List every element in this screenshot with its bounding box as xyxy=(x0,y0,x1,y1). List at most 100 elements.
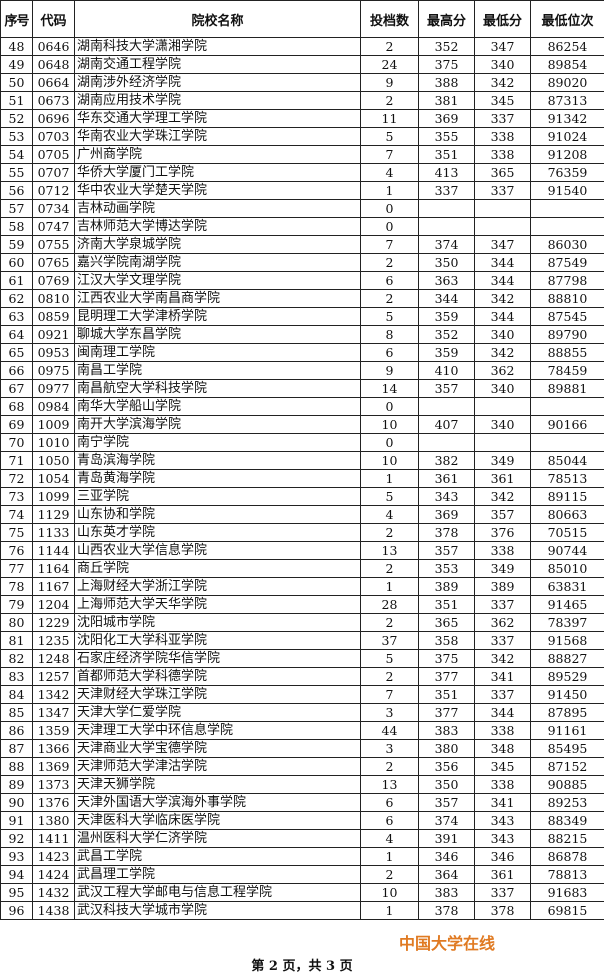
cell-school-name: 青岛滨海学院 xyxy=(75,452,361,470)
cell-max-score: 374 xyxy=(419,236,475,254)
cell-school-name: 湖南涉外经济学院 xyxy=(75,74,361,92)
cell-min-score xyxy=(475,434,531,452)
cell-school-name: 广州商学院 xyxy=(75,146,361,164)
cell-seq: 86 xyxy=(1,722,33,740)
cell-admitted-count: 6 xyxy=(361,344,419,362)
cell-min-score: 340 xyxy=(475,56,531,74)
cell-seq: 79 xyxy=(1,596,33,614)
cell-admitted-count: 0 xyxy=(361,200,419,218)
cell-school-name: 昆明理工大学津桥学院 xyxy=(75,308,361,326)
cell-school-name: 江西农业大学南昌商学院 xyxy=(75,290,361,308)
cell-seq: 95 xyxy=(1,884,33,902)
cell-admitted-count: 2 xyxy=(361,668,419,686)
cell-max-score: 369 xyxy=(419,110,475,128)
cell-seq: 51 xyxy=(1,92,33,110)
cell-seq: 84 xyxy=(1,686,33,704)
cell-code: 0646 xyxy=(33,38,75,56)
cell-code: 0734 xyxy=(33,200,75,218)
cell-max-score: 352 xyxy=(419,326,475,344)
cell-code: 1229 xyxy=(33,614,75,632)
cell-seq: 90 xyxy=(1,794,33,812)
cell-code: 1359 xyxy=(33,722,75,740)
cell-max-score: 350 xyxy=(419,776,475,794)
cell-code: 1009 xyxy=(33,416,75,434)
cell-min-score: 349 xyxy=(475,560,531,578)
cell-min-score xyxy=(475,200,531,218)
cell-min-score: 343 xyxy=(475,830,531,848)
cell-code: 1369 xyxy=(33,758,75,776)
cell-min-rank: 88827 xyxy=(531,650,604,668)
cell-seq: 71 xyxy=(1,452,33,470)
cell-min-score: 344 xyxy=(475,308,531,326)
cell-seq: 58 xyxy=(1,218,33,236)
header-admitted-count: 投档数 xyxy=(361,1,419,38)
cell-admitted-count: 8 xyxy=(361,326,419,344)
cell-min-rank: 70515 xyxy=(531,524,604,542)
cell-school-name: 南开大学滨海学院 xyxy=(75,416,361,434)
cell-admitted-count: 1 xyxy=(361,470,419,488)
cell-min-score: 347 xyxy=(475,236,531,254)
cell-seq: 80 xyxy=(1,614,33,632)
cell-admitted-count: 13 xyxy=(361,776,419,794)
cell-admitted-count: 1 xyxy=(361,182,419,200)
cell-school-name: 天津天狮学院 xyxy=(75,776,361,794)
cell-school-name: 湖南交通工程学院 xyxy=(75,56,361,74)
cell-school-name: 三亚学院 xyxy=(75,488,361,506)
cell-admitted-count: 2 xyxy=(361,614,419,632)
cell-school-name: 聊城大学东昌学院 xyxy=(75,326,361,344)
cell-min-rank: 88215 xyxy=(531,830,604,848)
cell-seq: 94 xyxy=(1,866,33,884)
cell-school-name: 湖南应用技术学院 xyxy=(75,92,361,110)
cell-seq: 59 xyxy=(1,236,33,254)
cell-code: 1376 xyxy=(33,794,75,812)
cell-min-score: 348 xyxy=(475,740,531,758)
cell-admitted-count: 1 xyxy=(361,902,419,920)
cell-school-name: 天津医科大学临床医学院 xyxy=(75,812,361,830)
cell-seq: 69 xyxy=(1,416,33,434)
cell-max-score: 369 xyxy=(419,506,475,524)
cell-school-name: 石家庄经济学院华信学院 xyxy=(75,650,361,668)
cell-seq: 91 xyxy=(1,812,33,830)
cell-seq: 55 xyxy=(1,164,33,182)
cell-min-score: 342 xyxy=(475,344,531,362)
cell-min-rank: 69815 xyxy=(531,902,604,920)
cell-min-rank: 89020 xyxy=(531,74,604,92)
cell-admitted-count: 3 xyxy=(361,740,419,758)
cell-min-rank xyxy=(531,200,604,218)
cell-seq: 96 xyxy=(1,902,33,920)
cell-seq: 85 xyxy=(1,704,33,722)
cell-min-rank: 86254 xyxy=(531,38,604,56)
cell-max-score: 355 xyxy=(419,128,475,146)
cell-admitted-count: 28 xyxy=(361,596,419,614)
cell-min-score: 344 xyxy=(475,704,531,722)
cell-min-rank: 91450 xyxy=(531,686,604,704)
cell-admitted-count: 24 xyxy=(361,56,419,74)
cell-min-rank: 85044 xyxy=(531,452,604,470)
cell-school-name: 济南大学泉城学院 xyxy=(75,236,361,254)
cell-seq: 63 xyxy=(1,308,33,326)
cell-seq: 70 xyxy=(1,434,33,452)
cell-min-rank: 86878 xyxy=(531,848,604,866)
cell-admitted-count: 5 xyxy=(361,308,419,326)
cell-max-score: 391 xyxy=(419,830,475,848)
cell-admitted-count: 3 xyxy=(361,704,419,722)
cell-max-score: 377 xyxy=(419,668,475,686)
cell-max-score: 343 xyxy=(419,488,475,506)
cell-seq: 83 xyxy=(1,668,33,686)
cell-seq: 64 xyxy=(1,326,33,344)
cell-code: 0707 xyxy=(33,164,75,182)
cell-admitted-count: 1 xyxy=(361,848,419,866)
cell-code: 0673 xyxy=(33,92,75,110)
cell-max-score xyxy=(419,398,475,416)
cell-min-rank: 87549 xyxy=(531,254,604,272)
cell-min-rank xyxy=(531,434,604,452)
